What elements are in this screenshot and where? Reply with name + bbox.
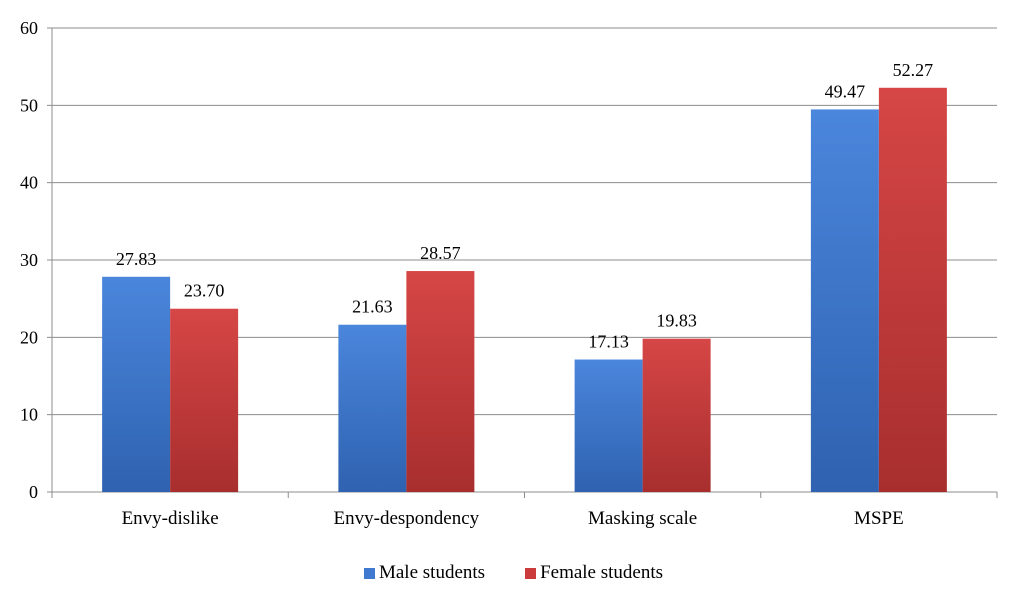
data-label-female-0: 23.70 xyxy=(184,281,225,301)
x-category-label-0: Envy-dislike xyxy=(122,508,219,529)
y-tick-label-0: 0 xyxy=(29,482,38,502)
data-label-male-0: 27.83 xyxy=(116,249,157,269)
legend-swatch-female xyxy=(525,567,537,579)
bar-male-3 xyxy=(810,109,879,492)
y-tick-label-50: 50 xyxy=(20,95,38,115)
bar-female-3 xyxy=(878,87,947,493)
legend-swatch-male xyxy=(363,567,375,579)
bar-male-0 xyxy=(102,276,171,492)
bar-chart-svg: 0 10 20 30 40 50 60 27.83 23.70 Envy-dislike 21.63… xyxy=(20,18,998,529)
y-tick-label-10: 10 xyxy=(20,405,38,425)
bar-female-0 xyxy=(170,308,239,492)
legend: Male students Female students xyxy=(0,562,1027,584)
data-label-male-2: 17.13 xyxy=(588,332,629,352)
bar-female-2 xyxy=(642,338,711,492)
legend-item-male: Male students xyxy=(363,562,486,584)
x-category-label-1: Envy-despondency xyxy=(334,508,480,529)
y-tick-label-60: 60 xyxy=(20,18,38,38)
data-label-female-2: 19.83 xyxy=(656,311,697,331)
y-tick-label-20: 20 xyxy=(20,327,38,347)
bar-male-2 xyxy=(574,359,643,492)
legend-label-male: Male students xyxy=(378,562,486,583)
data-label-male-3: 49.47 xyxy=(825,81,866,101)
data-label-female-3: 52.27 xyxy=(893,60,934,80)
y-tick-label-40: 40 xyxy=(20,173,38,193)
bar-female-1 xyxy=(406,271,475,492)
y-tick-label-30: 30 xyxy=(20,250,38,270)
legend-label-female: Female students xyxy=(540,562,664,583)
bar-male-1 xyxy=(338,324,407,492)
data-label-male-1: 21.63 xyxy=(352,297,393,317)
x-category-label-3: MSPE xyxy=(854,508,904,529)
legend-item-female: Female students xyxy=(525,562,663,584)
data-label-female-1: 28.57 xyxy=(420,243,461,263)
x-category-label-2: Masking scale xyxy=(588,508,697,529)
